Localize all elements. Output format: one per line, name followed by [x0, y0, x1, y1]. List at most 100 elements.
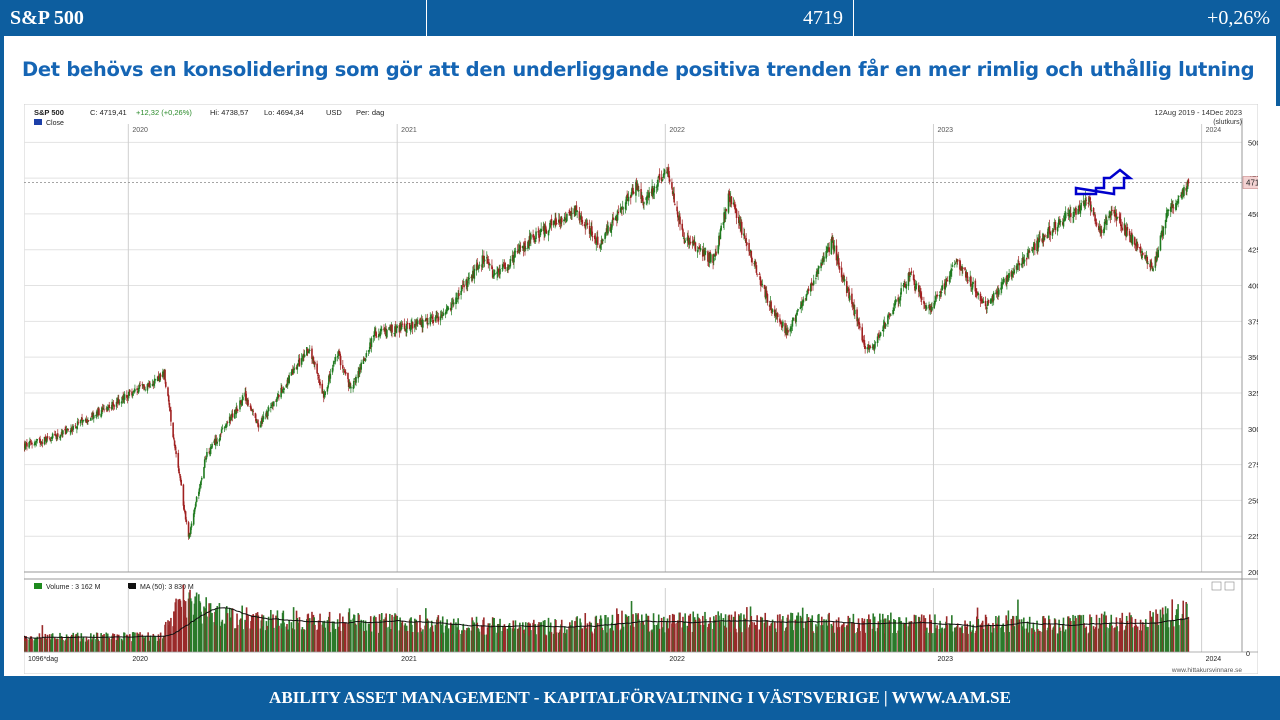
- candle-body: [347, 372, 349, 380]
- volume-bar: [1172, 626, 1175, 652]
- candle-body: [312, 357, 315, 364]
- candle-body: [945, 278, 947, 288]
- candle-body: [897, 297, 899, 302]
- volume-bar: [1013, 626, 1016, 652]
- candle-body: [540, 228, 542, 232]
- panel-zoom-icon[interactable]: [1211, 581, 1222, 591]
- candle-body: [311, 348, 313, 360]
- candle-body: [668, 179, 671, 182]
- candle-body: [1166, 212, 1168, 214]
- year-label: 2023: [937, 127, 953, 134]
- ma-legend-swatch: [128, 583, 136, 589]
- candle-body: [51, 433, 54, 439]
- candle-body: [884, 323, 887, 327]
- candle-body: [604, 233, 606, 240]
- candle-body: [280, 387, 282, 398]
- candle-body: [843, 279, 846, 282]
- candle-body: [848, 295, 851, 301]
- candle-body: [151, 383, 154, 386]
- volume-bar: [31, 638, 33, 652]
- y-tick-label: 2000: [1248, 568, 1258, 577]
- volume-bar: [458, 629, 460, 652]
- candle-body: [395, 328, 398, 333]
- candle-body: [350, 386, 352, 389]
- volume-bar: [622, 626, 625, 652]
- volume-bar: [36, 636, 39, 652]
- candle-body: [120, 401, 123, 404]
- candle-body: [516, 250, 519, 253]
- volume-bar: [41, 625, 44, 652]
- candle-body: [748, 242, 750, 252]
- candle-body: [1017, 263, 1019, 270]
- candle-body: [948, 275, 951, 283]
- source-watermark: www.hittakursvinnare.se: [1171, 667, 1242, 674]
- volume-bar: [504, 626, 506, 652]
- y-tick-label: 5000: [1248, 138, 1258, 147]
- candle-body: [478, 264, 481, 266]
- volume-bar: [149, 635, 152, 652]
- volume-bar: [740, 632, 743, 652]
- volume-bar: [252, 614, 255, 652]
- candle-body: [1164, 220, 1167, 229]
- candle-body: [944, 286, 947, 290]
- candle-body: [677, 211, 679, 218]
- candle-body: [835, 245, 838, 261]
- year-label: 2024: [1206, 127, 1222, 134]
- candle-body: [332, 365, 335, 367]
- candle-body: [122, 396, 124, 399]
- candle-body: [917, 285, 920, 292]
- candle-body: [188, 533, 191, 538]
- candle-body: [278, 394, 280, 397]
- candle-body: [153, 384, 155, 386]
- y-tick-label: 4500: [1248, 210, 1258, 219]
- volume-bar: [108, 637, 111, 652]
- candle-body: [43, 437, 46, 445]
- candle-body: [56, 433, 59, 437]
- volume-bar: [730, 614, 733, 652]
- volume-bar: [550, 632, 553, 652]
- candle-body: [378, 334, 380, 338]
- candle-body: [862, 339, 865, 341]
- candle-body: [1178, 195, 1180, 197]
- candle-body: [180, 479, 183, 486]
- candle-body: [519, 245, 521, 252]
- candle-body: [970, 276, 972, 287]
- volume-bar: [1075, 618, 1077, 652]
- candle-body: [92, 412, 94, 417]
- volume-bar: [787, 614, 789, 652]
- candle-body: [743, 235, 746, 239]
- volume-bar: [242, 629, 244, 652]
- candle-body: [293, 368, 296, 370]
- candle-body: [915, 283, 918, 285]
- panel-close-icon[interactable]: [1224, 581, 1235, 591]
- volume-bar: [1028, 616, 1031, 652]
- candle-body: [710, 254, 712, 263]
- candle-body: [1026, 252, 1029, 258]
- volume-bar: [586, 623, 589, 652]
- volume-bar: [566, 629, 568, 652]
- volume-bar: [864, 632, 866, 652]
- candle-body: [693, 241, 696, 244]
- candle-body: [285, 384, 288, 388]
- candle-body: [740, 221, 743, 235]
- candle-body: [1037, 240, 1040, 248]
- candle-body: [1003, 278, 1005, 283]
- info-currency: USD: [326, 108, 342, 117]
- volume-bar: [992, 628, 995, 652]
- candle-body: [980, 299, 983, 302]
- candle-body: [35, 440, 38, 443]
- candle-body: [118, 402, 121, 404]
- candle-body: [317, 376, 320, 379]
- candle-body: [380, 329, 383, 331]
- candle-body: [178, 474, 181, 476]
- volume-bar: [771, 619, 774, 652]
- volume-bar: [962, 633, 964, 652]
- candle-body: [342, 369, 345, 371]
- candle-body: [1083, 202, 1085, 205]
- candle-body: [36, 438, 39, 441]
- candle-body: [868, 348, 871, 350]
- candle-body: [167, 387, 169, 396]
- candle-body: [1070, 213, 1072, 217]
- volume-bar: [571, 620, 573, 652]
- candle-body: [220, 433, 222, 435]
